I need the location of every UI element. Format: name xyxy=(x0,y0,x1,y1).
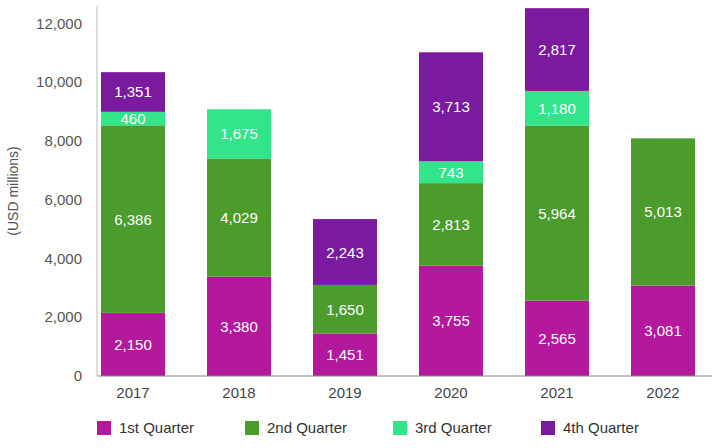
data-label: 1,675 xyxy=(220,125,258,142)
bar-segment xyxy=(525,301,589,376)
data-label: 3,755 xyxy=(432,312,470,329)
bar-segment xyxy=(419,161,483,183)
chart-svg: 0 2,000 4,000 6,000 8,000 10,000 12,000 (USD mi… xyxy=(0,0,716,448)
data-label: 1,650 xyxy=(326,301,364,318)
legend-swatch xyxy=(393,421,407,435)
x-tick-label: 2021 xyxy=(540,384,573,401)
bar-segment xyxy=(419,52,483,161)
legend-label: 4th Quarter xyxy=(563,419,639,436)
legend-swatch xyxy=(97,421,111,435)
legend-swatch xyxy=(245,421,259,435)
data-label: 3,713 xyxy=(432,98,470,115)
legend-label: 1st Quarter xyxy=(119,419,194,436)
x-tick-label: 2018 xyxy=(222,384,255,401)
data-label: 3,380 xyxy=(220,318,258,335)
y-tick-label: 4,000 xyxy=(44,250,82,267)
bar-segment xyxy=(101,125,165,313)
bar-segment xyxy=(313,285,377,333)
chart-container: 0 2,000 4,000 6,000 8,000 10,000 12,000 (USD mi… xyxy=(0,0,716,448)
y-tick-label: 2,000 xyxy=(44,308,82,325)
data-label: 5,964 xyxy=(538,205,576,222)
data-label: 3,081 xyxy=(644,322,682,339)
data-label: 743 xyxy=(438,164,463,181)
x-tick-label: 2022 xyxy=(646,384,679,401)
bar-segment xyxy=(525,126,589,301)
y-axis-line xyxy=(97,6,98,376)
data-label: 460 xyxy=(120,110,145,127)
bar-segment xyxy=(207,109,271,158)
legend-label: 3rd Quarter xyxy=(415,419,492,436)
x-tick-label: 2019 xyxy=(328,384,361,401)
data-label: 1,180 xyxy=(538,100,576,117)
y-tick-label: 0 xyxy=(74,367,82,384)
data-label: 2,565 xyxy=(538,330,576,347)
data-label: 2,813 xyxy=(432,216,470,233)
data-label: 2,150 xyxy=(114,336,152,353)
data-label: 6,386 xyxy=(114,211,152,228)
bar-segment xyxy=(313,333,377,376)
bars xyxy=(101,8,695,376)
bar-segment xyxy=(313,219,377,285)
y-tick-label: 6,000 xyxy=(44,191,82,208)
bar-segment xyxy=(207,158,271,276)
y-tick-label: 12,000 xyxy=(36,15,82,32)
data-label: 2,817 xyxy=(538,41,576,58)
data-label: 5,013 xyxy=(644,203,682,220)
bar-segment xyxy=(419,266,483,376)
data-label: 1,451 xyxy=(326,346,364,363)
x-tick-label: 2020 xyxy=(434,384,467,401)
y-tick-label: 8,000 xyxy=(44,132,82,149)
data-labels: 2,150 3,380 1,451 3,755 2,565 3,081 6,386 4,029… xyxy=(114,41,682,363)
bar-segment xyxy=(207,277,271,376)
bar-segment xyxy=(101,72,165,112)
x-axis-line xyxy=(97,376,712,377)
bar-segment xyxy=(631,286,695,376)
data-label: 1,351 xyxy=(114,83,152,100)
bar-segment xyxy=(419,183,483,266)
bar-segment xyxy=(525,91,589,126)
legend-label: 2nd Quarter xyxy=(267,419,347,436)
y-axis-title: (USD millions) xyxy=(5,146,21,235)
legend-swatch xyxy=(541,421,555,435)
x-tick-label: 2017 xyxy=(116,384,149,401)
data-label: 4,029 xyxy=(220,209,258,226)
data-label: 2,243 xyxy=(326,244,364,261)
y-tick-label: 10,000 xyxy=(36,73,82,90)
bar-segment xyxy=(525,8,589,91)
bar-segment xyxy=(631,138,695,285)
bar-segment xyxy=(101,313,165,376)
